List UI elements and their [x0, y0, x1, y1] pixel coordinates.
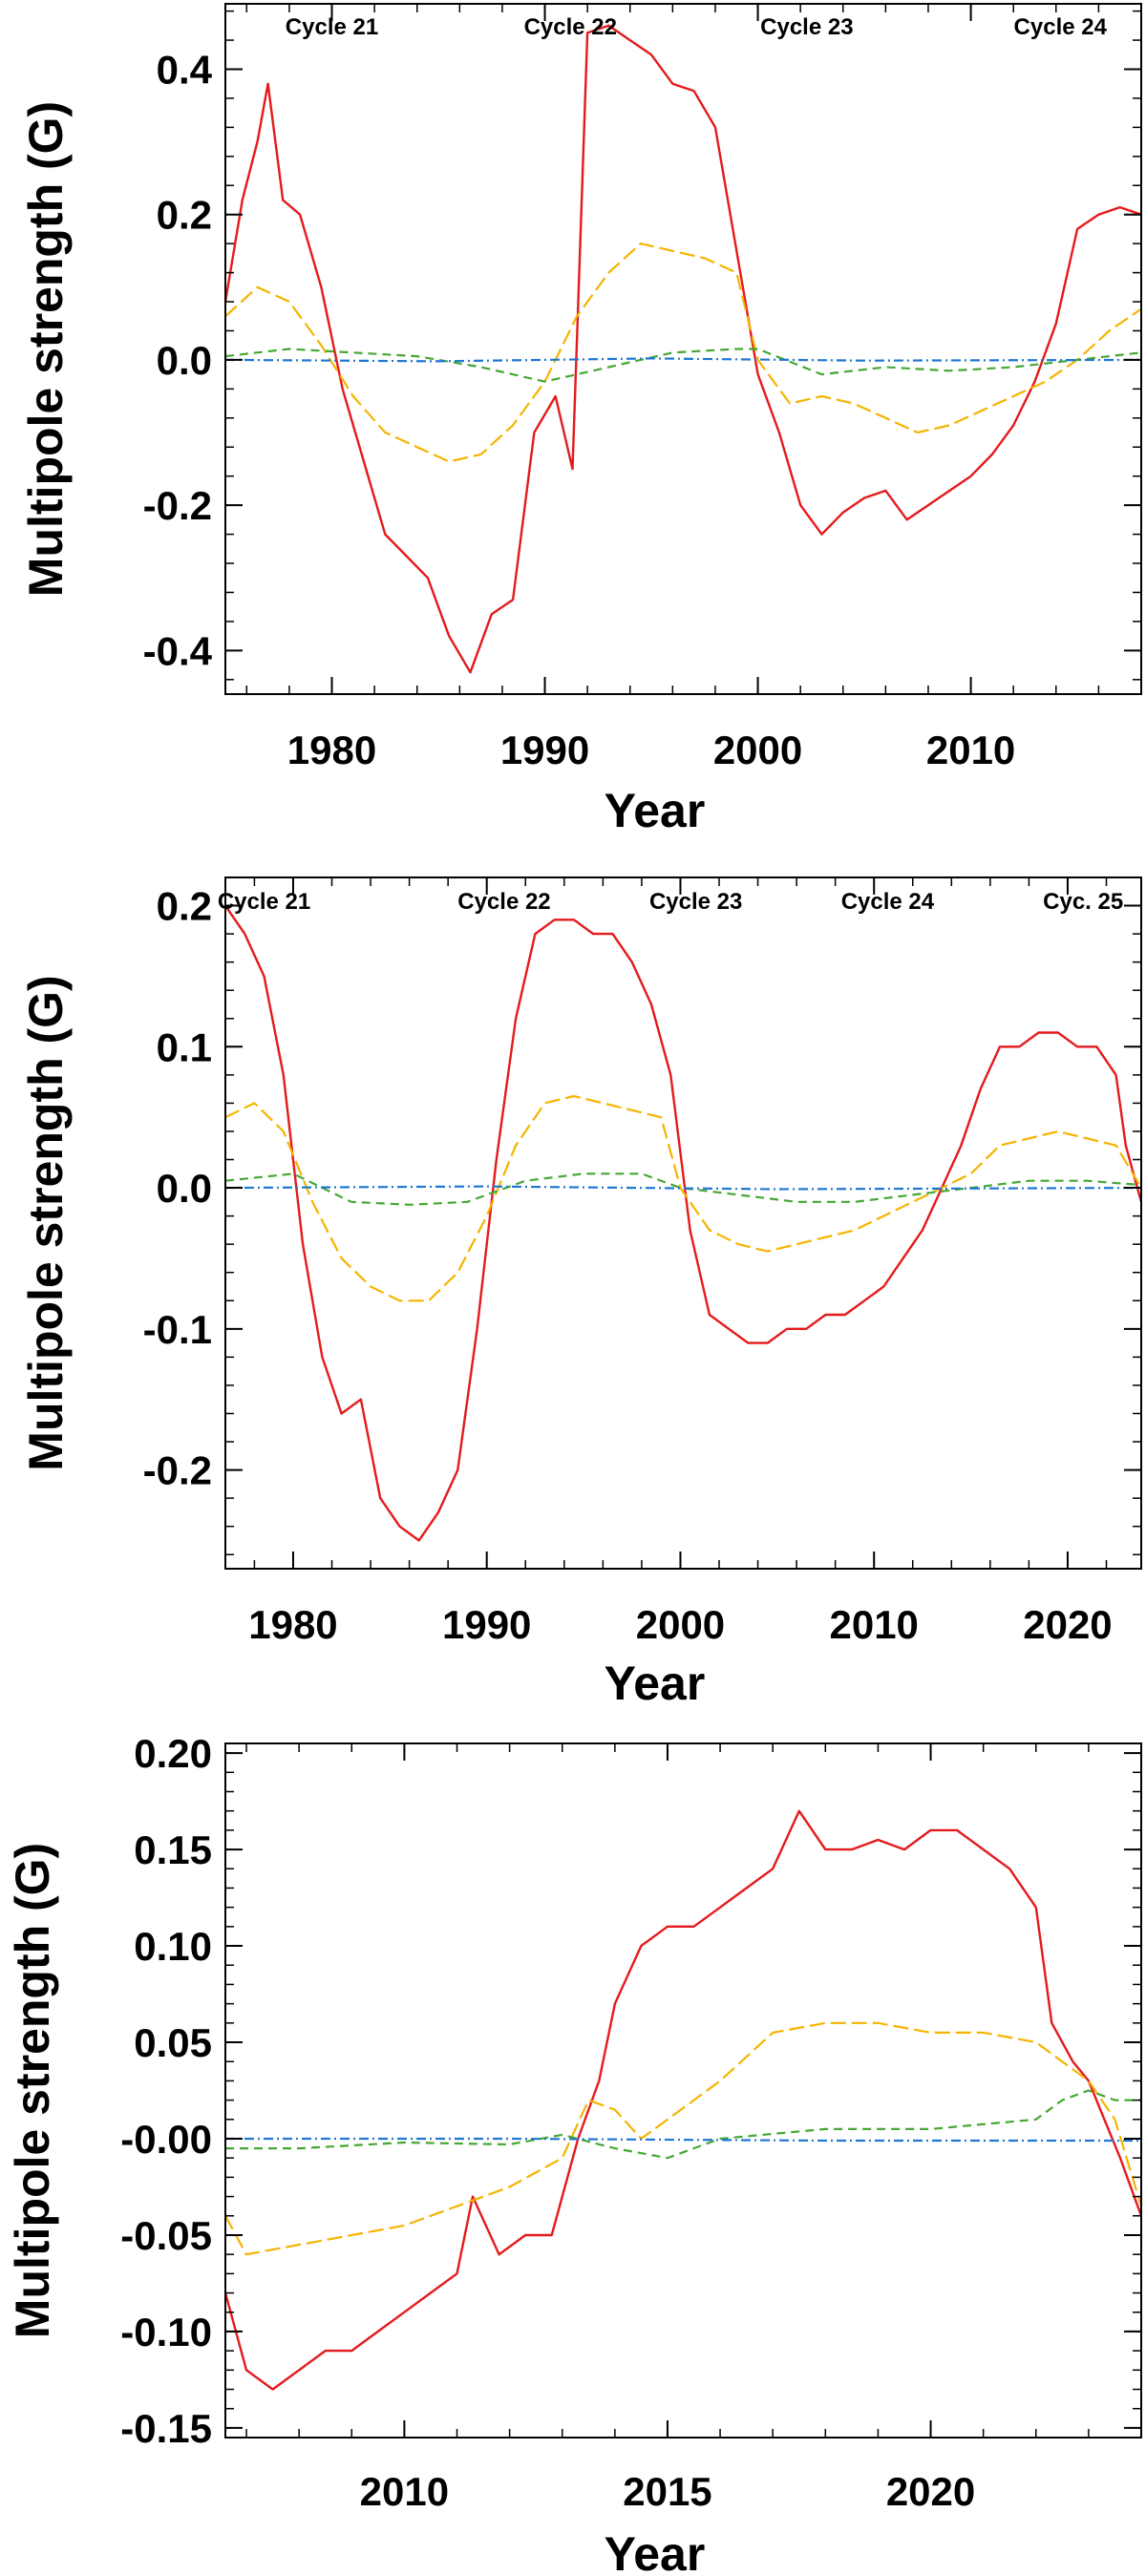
x-axis-title: Year	[605, 784, 706, 837]
series-group	[225, 1809, 1141, 2391]
x-tick-label: 1990	[500, 728, 589, 772]
x-tick-label: 1980	[248, 1602, 337, 1647]
quadrupole-line	[225, 2021, 1141, 2256]
quadrupole-line	[225, 243, 1141, 463]
cycle-label: Cycle 24	[1014, 14, 1108, 40]
x-tick-label: 2010	[926, 728, 1015, 772]
dipole-line	[225, 24, 1141, 674]
y-tick-label: -0.15	[120, 2406, 212, 2451]
plot-frame	[224, 1742, 1142, 2439]
y-tick-label: -0.00	[120, 2117, 212, 2162]
y-tick-label: 0.1	[157, 1024, 212, 1069]
y-tick-label: 0.0	[157, 338, 212, 383]
panel-2-cycles-21-25: 1980 1990 2000 2010 2020 -0.2 -0.1 0.0 0.1 0.2 Yea…	[19, 876, 1142, 1710]
quadrupole-line	[225, 1094, 1141, 1302]
series-group	[225, 904, 1141, 1542]
y-tick-label: -0.1	[143, 1307, 212, 1352]
y-tick-label: -0.10	[120, 2310, 212, 2354]
x-axis-title: Year	[605, 1657, 706, 1710]
y-tick-label: 0.20	[134, 1731, 212, 1776]
x-tick-label: 1980	[287, 728, 376, 772]
dipole-line	[225, 904, 1141, 1542]
cycle-label: Cycle 22	[524, 14, 617, 40]
cycle-label: Cycle 21	[218, 889, 310, 915]
hexadecapole-line	[225, 2137, 1141, 2143]
y-tick-label: 0.15	[134, 1827, 212, 1872]
x-tick-label: 2020	[1023, 1602, 1112, 1647]
x-tick-label: 2000	[713, 728, 802, 772]
y-tick-label: 0.4	[157, 47, 213, 92]
cycle-label: Cycle 23	[760, 14, 853, 40]
cycle-label: Cycle 21	[286, 14, 378, 40]
x-tick-label: 2010	[829, 1602, 918, 1647]
x-tick-label: 2000	[636, 1602, 725, 1647]
x-tick-label: 1990	[442, 1602, 531, 1647]
series-group	[225, 24, 1141, 674]
y-tick-label: 0.10	[134, 1924, 212, 1969]
hexadecapole-line	[225, 357, 1141, 363]
octupole-line	[225, 1172, 1141, 1206]
x-tick-label: 2010	[360, 2469, 449, 2514]
y-tick-label: -0.2	[143, 1448, 212, 1493]
y-tick-label: 0.0	[157, 1166, 212, 1211]
octupole-line	[225, 348, 1141, 383]
panel-3-cycles-24-25: 2010 2015 2020 -0.15 -0.10 -0.05 -0.00 0.05 0.10…	[6, 1731, 1142, 2576]
cycle-label: Cycle 24	[841, 889, 935, 915]
y-axis-title: Multipole strength (G)	[19, 975, 73, 1470]
y-tick-label: 0.2	[157, 884, 212, 929]
dipole-line	[225, 1809, 1141, 2391]
x-tick-label: 2020	[886, 2469, 975, 2514]
y-axis-title: Multipole strength (G)	[19, 101, 73, 597]
y-tick-label: 0.2	[157, 193, 212, 238]
y-tick-label: -0.05	[120, 2213, 212, 2258]
plot-frame	[224, 3, 1142, 695]
x-axis-title: Year	[605, 2527, 706, 2576]
octupole-line	[225, 2089, 1141, 2160]
y-tick-label: 0.05	[134, 2020, 212, 2065]
panel-1-cycles-21-24: 1980 1990 2000 2010 -0.4 -0.2 0.0 0.2 0.4 Year Mul…	[19, 3, 1142, 837]
plot-frame	[224, 876, 1142, 1570]
cycle-label: Cyc. 25	[1043, 889, 1123, 915]
y-tick-label: -0.4	[143, 628, 213, 673]
hexadecapole-line	[225, 1185, 1141, 1191]
y-tick-label: -0.2	[143, 483, 212, 528]
cycle-label: Cycle 23	[649, 889, 742, 915]
x-tick-label: 2015	[623, 2469, 711, 2514]
y-axis-title: Multipole strength (G)	[6, 1843, 59, 2338]
cycle-label: Cycle 22	[457, 889, 550, 915]
